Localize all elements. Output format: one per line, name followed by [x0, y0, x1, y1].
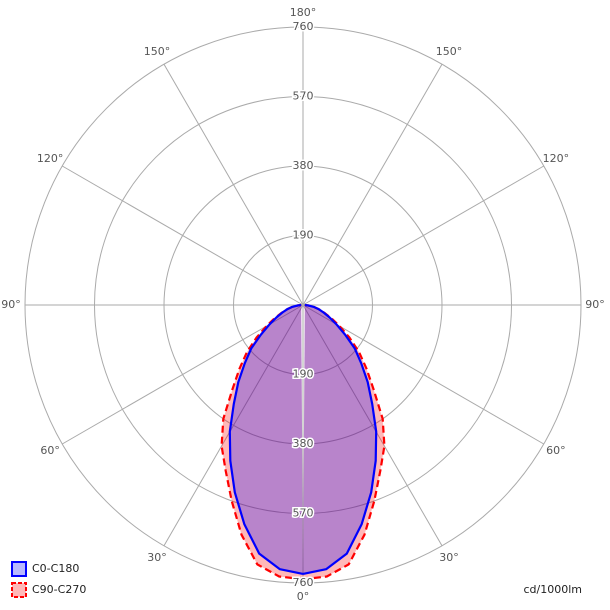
angle-label: 60°: [40, 444, 60, 457]
r-tick-label: 380: [293, 159, 314, 172]
angle-label: 0°: [297, 590, 310, 603]
series-area: [229, 305, 303, 574]
grid-spoke: [302, 63, 443, 306]
angle-label: 120°: [37, 152, 64, 165]
r-tick-label: 570: [293, 507, 314, 520]
series-line: [228, 303, 304, 575]
series-line: [302, 303, 378, 575]
grid-spoke: [163, 304, 304, 547]
legend-label: C90-C270: [32, 583, 86, 596]
r-tick-label: 570: [293, 90, 314, 103]
angle-label: 180°: [290, 6, 317, 19]
legend-label: C0-C180: [32, 562, 79, 575]
legend-swatch: [11, 561, 27, 577]
grid-spoke: [302, 304, 443, 547]
angle-label: 30°: [147, 551, 167, 564]
r-tick-label: 760: [293, 20, 314, 33]
r-tick-label: 380: [293, 437, 314, 450]
angle-label: 90°: [585, 298, 605, 311]
legend-swatch: [11, 582, 27, 598]
r-tick-label: 190: [293, 229, 314, 242]
angle-label: 90°: [1, 298, 21, 311]
units-label: cd/1000lm: [523, 583, 582, 596]
angle-label: 30°: [439, 551, 459, 564]
series-area: [303, 305, 377, 574]
angle-label: 150°: [436, 45, 463, 58]
r-tick-label: 190: [293, 368, 314, 381]
grid-spoke: [61, 165, 304, 306]
grid-spoke: [302, 304, 545, 445]
r-tick-label: 760: [293, 576, 314, 589]
angle-label: 120°: [543, 152, 570, 165]
grid-spoke: [302, 165, 545, 306]
grid-spoke: [61, 304, 304, 445]
grid-spoke: [163, 63, 304, 306]
angle-label: 150°: [144, 45, 171, 58]
angle-label: 60°: [546, 444, 566, 457]
